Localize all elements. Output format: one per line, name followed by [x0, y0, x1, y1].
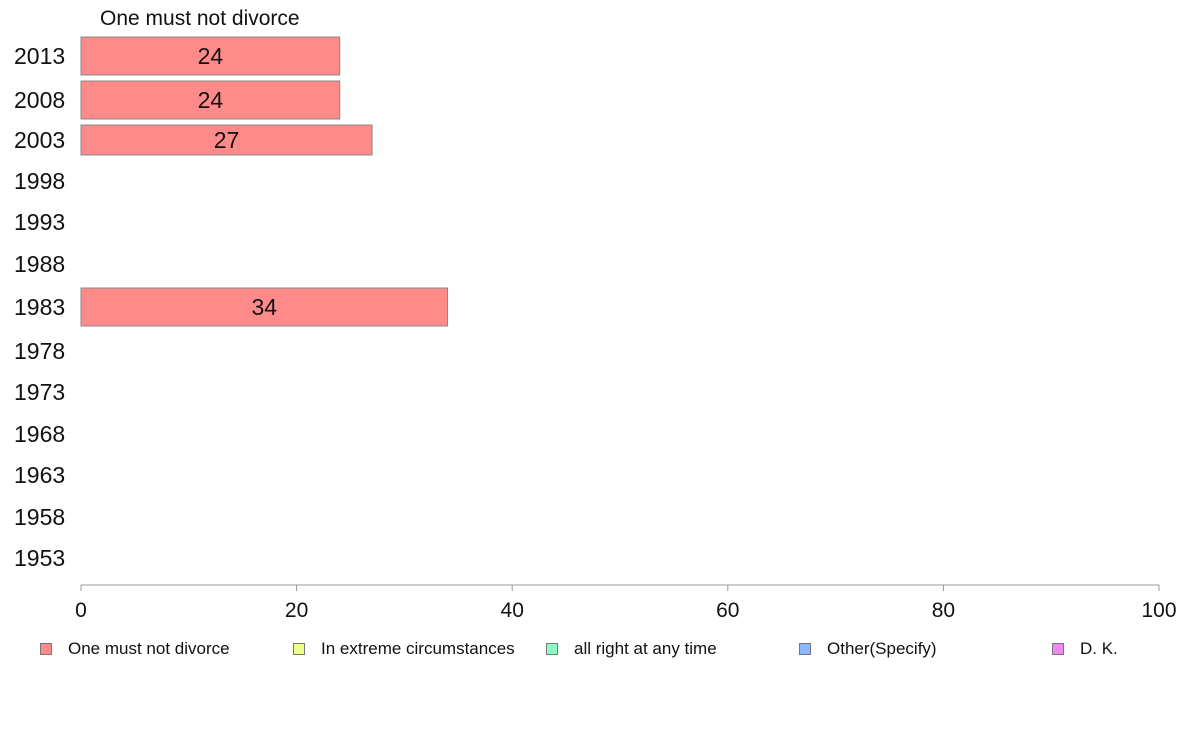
legend-item-in-extreme-circumstances: In extreme circumstances: [293, 638, 515, 660]
legend-label: In extreme circumstances: [321, 639, 515, 658]
legend-swatch: [546, 643, 558, 655]
chart-title: One must not divorce: [100, 7, 300, 30]
bar: [80, 124, 373, 156]
bar: [80, 287, 449, 327]
legend: One must not divorce In extreme circumst…: [0, 638, 1188, 662]
x-tick-label: 0: [75, 599, 87, 622]
category-label: 1968: [14, 421, 65, 447]
category-label: 1953: [14, 545, 65, 571]
legend-item-one-must-not-divorce: One must not divorce: [40, 638, 230, 660]
category-label: 1998: [14, 168, 65, 194]
x-tick-label: 40: [501, 599, 524, 622]
legend-swatch: [40, 643, 52, 655]
legend-swatch: [1052, 643, 1064, 655]
x-axis: 0 20 40 60 80 100: [75, 584, 1177, 622]
legend-label: Other(Specify): [827, 639, 937, 658]
bar: [80, 36, 341, 76]
category-label: 1983: [14, 294, 65, 320]
x-tick-label: 80: [932, 599, 955, 622]
legend-item-other-specify: Other(Specify): [799, 638, 937, 660]
category-label: 2013: [14, 43, 65, 69]
bar: [80, 80, 341, 120]
x-tick-label: 60: [716, 599, 739, 622]
category-label: 1963: [14, 462, 65, 488]
bar-value-label: 24: [198, 43, 224, 69]
x-tick-label: 100: [1141, 599, 1176, 622]
bar-chart: One must not divorce 2013 2008 2003 1998 199…: [14, 7, 1177, 622]
bar-value-label: 34: [251, 294, 277, 320]
category-label: 1993: [14, 209, 65, 235]
category-label: 1973: [14, 379, 65, 405]
category-label: 2003: [14, 127, 65, 153]
category-label: 1978: [14, 338, 65, 364]
legend-label: all right at any time: [574, 639, 717, 658]
legend-label: D. K.: [1080, 639, 1118, 658]
bar-value-label: 24: [198, 87, 224, 113]
category-label: 1988: [14, 251, 65, 277]
bar-value-label: 27: [214, 127, 240, 153]
legend-swatch: [293, 643, 305, 655]
category-label: 2008: [14, 87, 65, 113]
legend-label: One must not divorce: [68, 639, 230, 658]
legend-item-all-right-at-any-time: all right at any time: [546, 638, 717, 660]
legend-item-dk: D. K.: [1052, 638, 1118, 660]
legend-swatch: [799, 643, 811, 655]
x-tick-label: 20: [285, 599, 308, 622]
category-label: 1958: [14, 504, 65, 530]
